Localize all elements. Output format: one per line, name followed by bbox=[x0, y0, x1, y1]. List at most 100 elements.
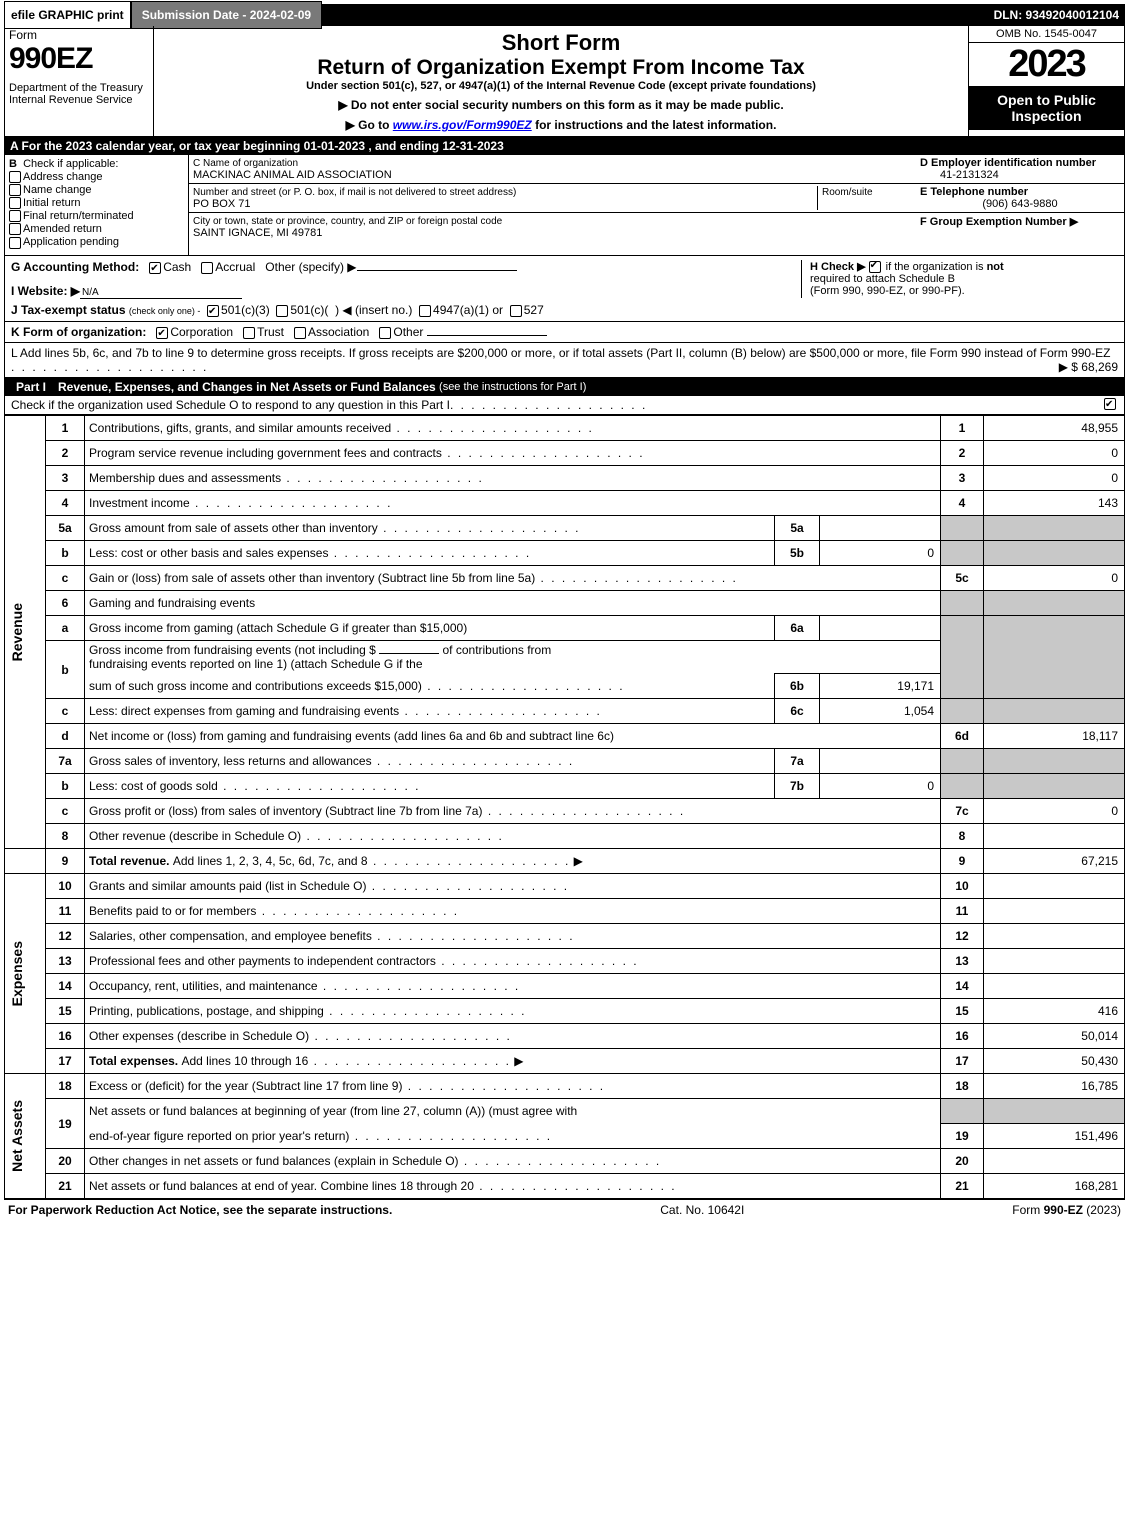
d-9b: Add lines 1, 2, 3, 4, 5c, 6d, 7c, and 8 bbox=[173, 854, 368, 868]
org-name: MACKINAC ANIMAL AID ASSOCIATION bbox=[193, 169, 392, 181]
l-amount: ▶ $ 68,269 bbox=[1059, 360, 1118, 374]
c-13: 13 bbox=[941, 949, 984, 974]
checkbox-527[interactable] bbox=[510, 305, 522, 317]
checkbox-501c3[interactable] bbox=[207, 305, 219, 317]
dots-19 bbox=[349, 1129, 552, 1143]
ln-1: 1 bbox=[46, 416, 85, 441]
dots-18 bbox=[402, 1079, 605, 1093]
ln-6a: a bbox=[46, 616, 85, 641]
v-14 bbox=[984, 974, 1125, 999]
dots bbox=[11, 360, 208, 374]
footer-r3: (2023) bbox=[1083, 1203, 1121, 1217]
j-o3: 4947(a)(1) or bbox=[433, 303, 503, 317]
h-pre: H Check ▶ bbox=[810, 261, 866, 273]
checkbox-final-return[interactable] bbox=[9, 210, 21, 222]
grey-5a-v bbox=[984, 516, 1125, 541]
checkbox-app-pending[interactable] bbox=[9, 237, 21, 249]
form-title-block: Short Form Return of Organization Exempt… bbox=[154, 26, 969, 136]
v-16: 50,014 bbox=[984, 1024, 1125, 1049]
c-9: 9 bbox=[941, 849, 984, 874]
6b-insert[interactable] bbox=[379, 653, 439, 654]
ln-21: 21 bbox=[46, 1174, 85, 1199]
ln-13: 13 bbox=[46, 949, 85, 974]
part-i-header: Part I Revenue, Expenses, and Changes in… bbox=[4, 378, 1125, 396]
c-11: 11 bbox=[941, 899, 984, 924]
checkbox-h[interactable] bbox=[869, 261, 881, 273]
dots-21 bbox=[474, 1179, 677, 1193]
checkbox-address-change[interactable] bbox=[9, 171, 21, 183]
sc-7a: 7a bbox=[775, 749, 820, 774]
d-3: Membership dues and assessments bbox=[89, 471, 281, 485]
d-14: Occupancy, rent, utilities, and maintena… bbox=[89, 979, 318, 993]
c-7c: 7c bbox=[941, 799, 984, 824]
ln-20: 20 bbox=[46, 1149, 85, 1174]
irs-link[interactable]: www.irs.gov/Form990EZ bbox=[393, 118, 532, 132]
sv-7a bbox=[820, 749, 941, 774]
c-16: 16 bbox=[941, 1024, 984, 1049]
checkbox-initial-return[interactable] bbox=[9, 197, 21, 209]
ssn-warning: ▶ Do not enter social security numbers o… bbox=[160, 98, 962, 112]
form-title: Return of Organization Exempt From Incom… bbox=[160, 56, 962, 80]
c-19: 19 bbox=[941, 1124, 984, 1149]
form-word: Form bbox=[9, 28, 149, 42]
c-6d: 6d bbox=[941, 724, 984, 749]
j-o1: 501(c)(3) bbox=[221, 303, 270, 317]
ln-11: 11 bbox=[46, 899, 85, 924]
ln-12: 12 bbox=[46, 924, 85, 949]
dots-4 bbox=[190, 496, 393, 510]
k-other-input[interactable] bbox=[427, 335, 547, 336]
c-3: 3 bbox=[941, 466, 984, 491]
v-20 bbox=[984, 1149, 1125, 1174]
v-6d: 18,117 bbox=[984, 724, 1125, 749]
c-8: 8 bbox=[941, 824, 984, 849]
entity-block: B Check if applicable: Address change Na… bbox=[4, 155, 1125, 256]
checkbox-corp[interactable] bbox=[156, 327, 168, 339]
part-i-sub-text: Check if the organization used Schedule … bbox=[11, 398, 450, 412]
ln-19: 19 bbox=[46, 1099, 85, 1149]
checkbox-501c[interactable] bbox=[276, 305, 288, 317]
v-5c: 0 bbox=[984, 566, 1125, 591]
k-label: K Form of organization: bbox=[11, 325, 146, 339]
sc-5a: 5a bbox=[775, 516, 820, 541]
grey-5a bbox=[941, 516, 984, 541]
ln-6d: d bbox=[46, 724, 85, 749]
dots-12 bbox=[372, 929, 575, 943]
website-value: N/A bbox=[80, 287, 242, 299]
b-amend: Amended return bbox=[23, 223, 102, 235]
dots-7b bbox=[218, 779, 421, 793]
v-10 bbox=[984, 874, 1125, 899]
k-t: Trust bbox=[257, 325, 284, 339]
d-5b: Less: cost or other basis and sales expe… bbox=[89, 546, 328, 560]
d-16: Other expenses (describe in Schedule O) bbox=[89, 1029, 309, 1043]
part-i-hint: (see the instructions for Part I) bbox=[439, 381, 586, 393]
v-4: 143 bbox=[984, 491, 1125, 516]
checkbox-amended-return[interactable] bbox=[9, 223, 21, 235]
department: Department of the Treasury Internal Reve… bbox=[9, 82, 149, 106]
dots-20 bbox=[459, 1154, 662, 1168]
checkbox-4947[interactable] bbox=[419, 305, 431, 317]
d-7a: Gross sales of inventory, less returns a… bbox=[89, 754, 372, 768]
c-21: 21 bbox=[941, 1174, 984, 1199]
checkbox-cash[interactable] bbox=[149, 262, 161, 274]
efile-print-button[interactable]: efile GRAPHIC print bbox=[4, 1, 131, 29]
c-1: 1 bbox=[941, 416, 984, 441]
checkbox-assoc[interactable] bbox=[294, 327, 306, 339]
checkbox-accrual[interactable] bbox=[201, 262, 213, 274]
footer-r2: 990-EZ bbox=[1044, 1203, 1083, 1217]
c-4: 4 bbox=[941, 491, 984, 516]
d-19: Net assets or fund balances at beginning… bbox=[89, 1104, 577, 1118]
d-6c: Less: direct expenses from gaming and fu… bbox=[89, 704, 399, 718]
checkbox-other-org[interactable] bbox=[379, 327, 391, 339]
grey-6c-v bbox=[984, 699, 1125, 724]
checkbox-trust[interactable] bbox=[243, 327, 255, 339]
checkbox-name-change[interactable] bbox=[9, 184, 21, 196]
dots-11 bbox=[256, 904, 459, 918]
checkbox-schedule-o[interactable] bbox=[1104, 398, 1116, 410]
note2-post: for instructions and the latest informat… bbox=[532, 118, 777, 132]
page-footer: For Paperwork Reduction Act Notice, see … bbox=[4, 1199, 1125, 1220]
d-6d: Net income or (loss) from gaming and fun… bbox=[89, 729, 614, 743]
dots-1 bbox=[391, 421, 594, 435]
d-6b3: fundraising events reported on line 1) (… bbox=[89, 657, 423, 671]
g-other-input[interactable] bbox=[357, 270, 517, 271]
d-label: D Employer identification number bbox=[920, 157, 1096, 169]
